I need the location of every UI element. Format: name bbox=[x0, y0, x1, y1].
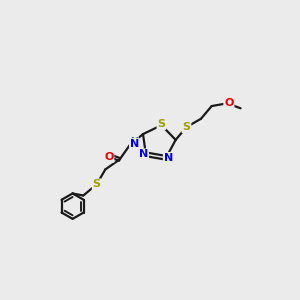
Text: S: S bbox=[158, 119, 165, 129]
Text: N: N bbox=[130, 139, 140, 149]
Text: H: H bbox=[130, 136, 138, 147]
Text: N: N bbox=[164, 153, 173, 163]
Text: N: N bbox=[139, 149, 148, 159]
Text: S: S bbox=[93, 179, 101, 189]
Text: O: O bbox=[224, 98, 234, 108]
Text: O: O bbox=[104, 152, 113, 162]
Text: S: S bbox=[182, 122, 190, 132]
